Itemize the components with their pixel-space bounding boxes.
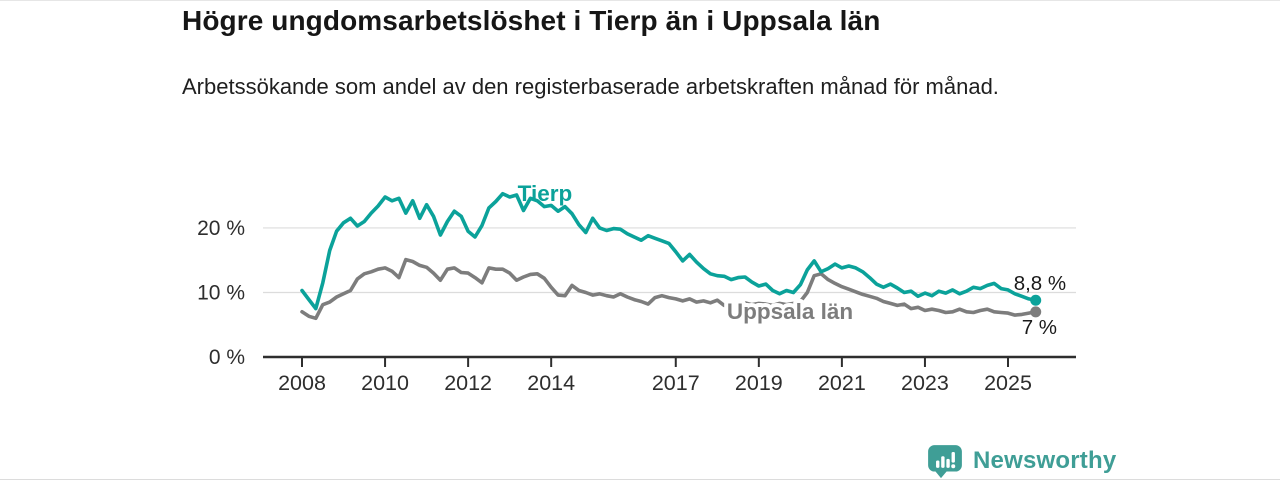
bar-medium [946,458,950,468]
x-axis-label: 2017 [652,371,700,395]
x-axis-label: 2008 [278,371,326,395]
x-axis-label: 2012 [444,371,492,395]
y-axis-label: 20 % [197,217,245,240]
bar-tall [941,456,945,468]
series-end-dot-uppsala-lan [1030,306,1042,318]
speech-bubble-shape [928,445,962,479]
bar-small [936,460,940,468]
series-end-dot-tierp [1030,294,1042,306]
newsworthy-logo-icon [928,445,962,479]
page-title: Högre ungdomsarbetslöshet i Tierp än i U… [182,5,881,36]
x-axis-label: 2021 [818,371,866,395]
brand-name: Newsworthy [973,447,1117,474]
chart-subtitle: Arbetssökande som andel av den registerb… [182,74,999,99]
x-axis-label: 2025 [984,371,1032,395]
brand-footer: Newsworthy [926,442,1117,479]
series-label-tierp: Tierp [518,181,573,206]
end-value-label-uppsala-lan: 7 % [1022,316,1057,339]
x-axis-label: 2014 [527,371,575,395]
exclamation-dot [951,464,956,469]
x-axis-label: 2023 [901,371,949,395]
series-line-tierp [300,191,1038,311]
exclamation-bar [951,452,955,463]
x-axis-label: 2010 [361,371,409,395]
y-axis-label: 10 % [197,281,245,304]
series-line-uppsala-lan [300,257,1038,321]
series-label-uppsala-lan: Uppsala län [727,299,853,324]
x-axis-label: 2019 [735,371,783,395]
end-value-label-tierp: 8,8 % [1014,272,1066,295]
y-axis-label: 0 % [209,346,245,369]
